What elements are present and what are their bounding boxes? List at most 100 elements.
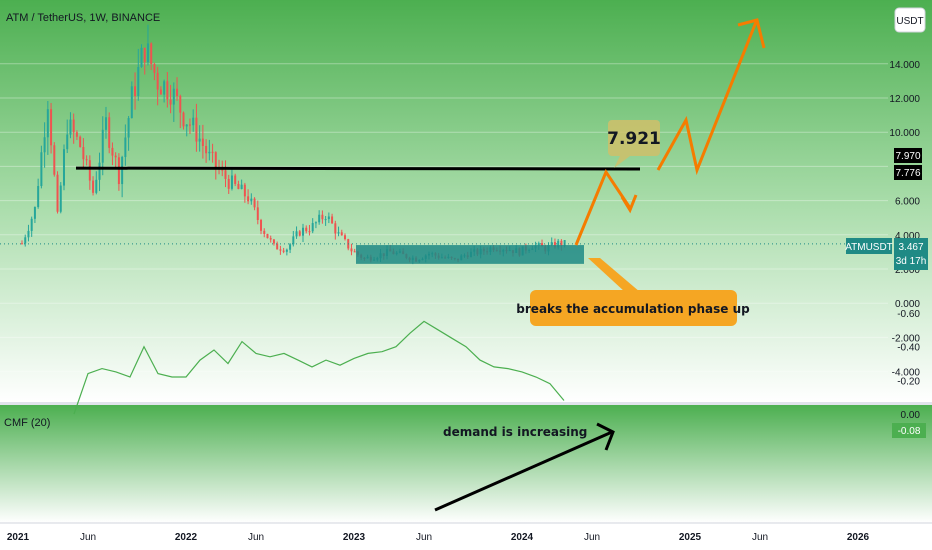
price-scale-label: 0.000 [895,299,920,310]
breakout-annotation: breaks the accumulation phase up [516,258,750,326]
target-value-text: 7.921 [607,129,661,149]
time-axis-label: 2025 [679,532,702,543]
candle-body [324,219,327,221]
candle-body [253,198,256,208]
marker-upper: 7.970 [895,151,920,162]
candle-body [192,117,195,126]
candle-body [146,43,149,63]
candle-body [227,178,230,189]
price-scale-label: 2.000 [895,265,920,276]
candle-body [334,223,337,234]
target-annotation: 7.921 [607,120,661,168]
candle-body [21,243,23,245]
candle-body [24,237,27,244]
candle-body [72,119,75,133]
demand-arrow [434,430,613,512]
candle-body [243,184,246,197]
candle-body [176,88,179,96]
candle-body [234,175,237,184]
candle-body [314,222,317,224]
candle-body [289,244,292,250]
cmf-scale-label: 0.00 [901,410,921,421]
price-scale-label: 6.000 [895,197,920,208]
candle-body [182,112,185,127]
candle-body [111,147,114,156]
time-axis-label: Jun [752,532,768,543]
cmf-scale-label: -0.20 [897,376,920,387]
candle-body [75,132,78,137]
time-axis-label: Jun [416,532,432,543]
price-scale-label: 10.000 [889,128,920,139]
candle-body [292,236,295,245]
candle-body [230,175,233,189]
candle-body [318,214,321,223]
candle-body [550,242,553,246]
countdown: 3d 17h [896,256,927,267]
candle-body [185,124,188,127]
candle-body [169,99,172,105]
candle-body [56,174,59,212]
candle-body [88,160,91,181]
candle-body [134,86,137,97]
candle-body [163,81,166,95]
price-scale[interactable]: 14.000 12.000 10.000 6.000 4.000 2.000 0.000 -2… [889,60,920,379]
grid-lines [0,63,888,373]
cmf-scale-label: -0.60 [897,309,920,320]
cmf-scale[interactable]: 0.00 -0.20 -0.40 -0.60 [897,309,920,421]
candle-body [127,118,130,138]
candle-body [350,248,353,252]
candle-body [130,86,133,119]
candle-body [108,117,111,148]
candle-body [208,151,211,154]
candle-body [285,249,288,252]
candle-body [298,231,301,236]
candle-body [85,159,88,161]
candle-body [263,230,266,234]
candle-body [541,243,544,247]
time-axis-label: 2023 [343,532,366,543]
candle-body [98,162,101,180]
marker-lower: 7.776 [895,168,920,179]
candle-body [43,137,46,153]
candle-body [563,240,566,246]
accumulation-zone-box [356,245,584,264]
candle-body [166,81,169,100]
currency-button[interactable]: USDT [894,7,926,33]
candle-body [553,242,556,248]
candle-body [260,219,263,231]
pane-separator[interactable] [0,402,932,405]
candle-body [224,170,227,179]
candle-body [276,243,279,250]
time-axis[interactable]: 2021 Jun 2022 Jun 2023 Jun 2024 Jun 2025 Jun 2026 [7,532,870,543]
candle-body [53,145,56,175]
candle-body [305,227,308,232]
time-axis-label: 2022 [175,532,198,543]
resistance-marker-labels: 7.970 7.776 [894,148,922,180]
candle-body [282,250,285,252]
demand-arrow-head [596,422,615,451]
candle-body [250,198,253,202]
current-symbol: ATMUSDT [845,242,893,253]
candle-body [140,47,143,68]
candle-body [121,156,124,185]
projection-arrow-head-2 [737,18,766,49]
candle-body [201,138,204,146]
indicator-label: CMF (20) [4,417,50,429]
candle-body [295,231,298,237]
candle-body [198,138,201,142]
price-scale-label: 12.000 [889,94,920,105]
candle-body [59,185,62,212]
cmf-line [73,320,565,415]
time-axis-label: Jun [80,532,96,543]
candle-body [156,72,159,90]
candle-body [150,43,153,65]
candle-body [40,152,43,187]
candle-body [37,186,40,208]
price-scale-label: 4.000 [895,231,920,242]
candle-body [279,249,282,251]
candle-body [221,169,224,171]
candle-body [272,239,275,244]
candle-body [114,155,117,158]
candle-body [137,67,140,97]
